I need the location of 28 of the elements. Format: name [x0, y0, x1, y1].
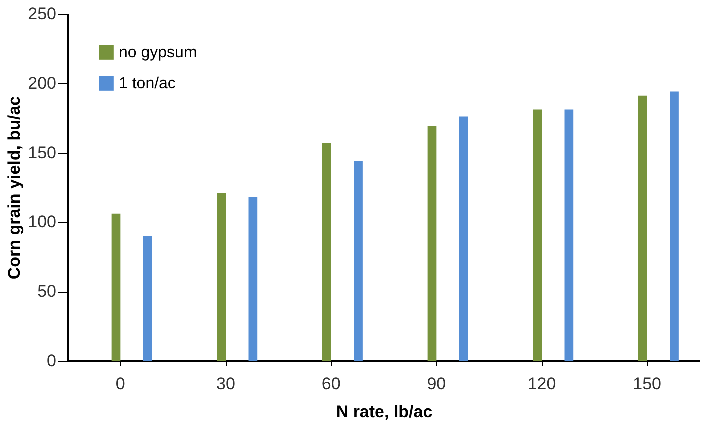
bar — [354, 161, 363, 361]
y-axis-title: Corn grain yield, bu/ac — [5, 96, 24, 280]
x-tick-label: 0 — [116, 374, 126, 394]
y-tick-label: 100 — [28, 212, 56, 232]
bar — [564, 110, 574, 361]
bar — [428, 126, 437, 361]
y-tick-label: 50 — [38, 282, 56, 302]
legend-label: no gypsum — [119, 44, 198, 62]
y-tick-label: 0 — [47, 352, 56, 370]
x-tick-label: 150 — [633, 374, 662, 394]
x-tick-label: 90 — [427, 374, 446, 394]
bar — [533, 110, 542, 361]
x-tick-label: 120 — [528, 374, 556, 394]
bar — [217, 193, 226, 361]
bar — [322, 143, 332, 361]
y-tick-label: 150 — [28, 143, 56, 162]
y-tick-label: 250 — [28, 4, 56, 24]
y-tick-label: 200 — [28, 74, 56, 93]
bar — [112, 214, 121, 361]
x-tick-label: 60 — [322, 374, 341, 394]
bar — [459, 116, 468, 361]
bar — [638, 96, 648, 361]
x-axis-title: N rate, lb/ac — [336, 402, 433, 422]
bar — [670, 92, 679, 361]
bar — [248, 197, 258, 361]
bar — [143, 236, 152, 361]
legend-label: 1 ton/ac — [119, 76, 176, 92]
x-tick-label: 30 — [216, 374, 236, 394]
